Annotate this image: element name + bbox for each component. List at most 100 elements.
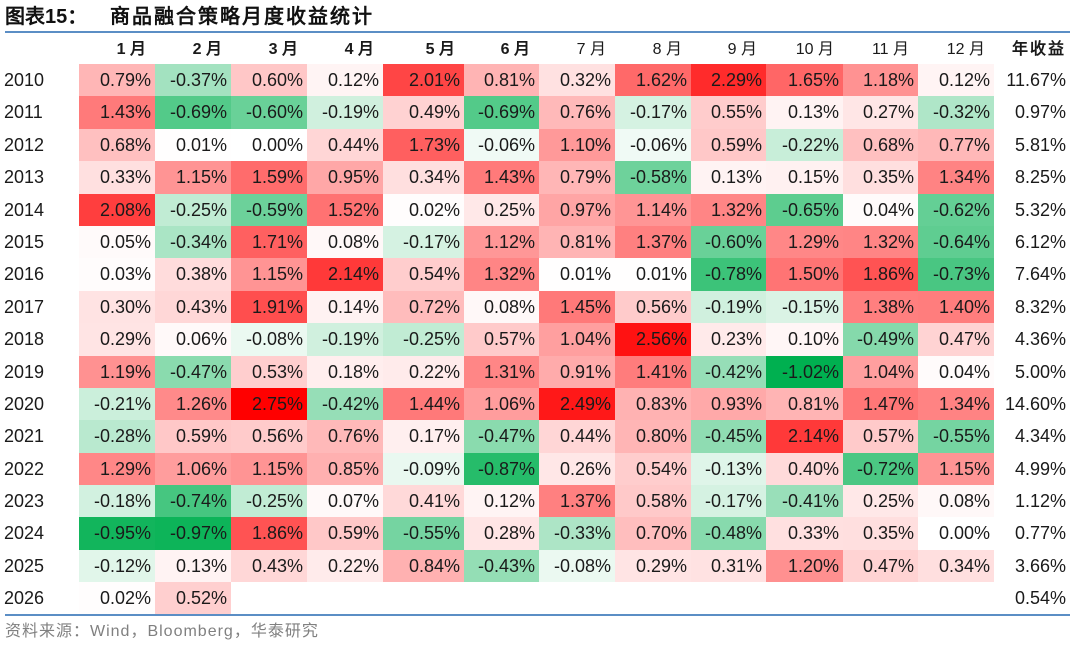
heatmap-cell: -0.19% [691,290,766,324]
heatmap-cell: -0.42% [307,387,383,421]
annual-return-cell: 8.32% [1014,296,1066,317]
table-row-2010: 2010 0.79% -0.37% 0.60% 0.12% 2.01% 0.81% 0.32%… [0,64,1075,97]
heatmap-cell: 1.32% [843,225,918,259]
table-row-2025: 2025 -0.12% 0.13% 0.43% 0.22% 0.84% -0.43% -0.0… [0,549,1075,583]
table-row-2020: 2020 -0.21% 1.26% 2.75% -0.42% 1.44% 1.06% 2.49… [0,387,1075,421]
heatmap-cell: 2.14% [307,258,383,291]
heatmap-cell: 0.13% [155,549,231,583]
heatmap-cell: 0.57% [464,323,539,356]
heatmap-cell: -0.78% [691,258,766,291]
heatmap-cell: 1.29% [766,225,843,259]
annual-return-cell: 6.12% [1014,231,1066,252]
heatmap-cell: 0.30% [79,290,155,324]
annual-return-cell: 5.81% [1014,134,1066,155]
heatmap-cell: 0.47% [918,323,994,356]
heatmap-cell: -0.19% [307,323,383,356]
heatmap-cell: -0.28% [79,420,155,453]
row-year-label: 2023 [4,491,45,512]
row-year-label: 2013 [4,167,45,188]
heatmap-cell: 0.70% [615,517,691,550]
column-header-month-2: 2 月 [192,41,222,58]
heatmap-cell: 1.15% [231,452,307,486]
heatmap-cell: -0.09% [383,452,464,486]
row-year-label: 2019 [4,361,45,382]
heatmap-cell: -0.41% [766,485,843,518]
row-year-label: 2014 [4,199,45,220]
heatmap-cell: 0.68% [843,128,918,162]
row-year-label: 2012 [4,134,45,155]
heatmap-cell: 1.43% [464,161,539,194]
heatmap-cell: 1.18% [843,64,918,97]
heatmap-cell: -0.43% [464,549,539,583]
heatmap-cell: 0.25% [464,193,539,226]
heatmap-cell: -0.55% [383,517,464,550]
heatmap-cell: 2.49% [539,387,615,421]
heatmap-cell [307,582,383,614]
heatmap-cell: -0.97% [155,517,231,550]
heatmap-cell: 0.03% [79,258,155,291]
heatmap-cell: 1.43% [79,96,155,129]
heatmap-cell: -0.73% [918,258,994,291]
heatmap-cell: 1.29% [79,452,155,486]
heatmap-cell: -0.17% [691,485,766,518]
heatmap-cell: -0.21% [79,387,155,421]
heatmap-cell: 1.47% [843,387,918,421]
heatmap-cell: 1.06% [464,387,539,421]
heatmap-cell: 1.52% [307,193,383,226]
heatmap-cell: 0.14% [307,290,383,324]
heatmap-cell: 1.86% [843,258,918,291]
heatmap-cell [918,582,994,614]
column-header-month-11: 11 月 [871,41,909,58]
annual-return-cell: 0.97% [1014,102,1066,123]
annual-return-cell: 0.77% [1014,523,1066,544]
heatmap-cell: 0.43% [231,549,307,583]
source-note: 资料来源：Wind，Bloomberg，华泰研究 [5,623,319,640]
heatmap-cell: 1.73% [383,128,464,162]
heatmap-cell: 1.04% [539,323,615,356]
heatmap-cell: 0.43% [155,290,231,324]
annual-return-cell: 3.66% [1014,555,1066,576]
annual-return-cell: 7.64% [1014,264,1066,285]
heatmap-cell: 0.68% [79,128,155,162]
heatmap-cell: -0.15% [766,290,843,324]
heatmap-cell: 1.59% [231,161,307,194]
heatmap-cell: 0.40% [766,452,843,486]
heatmap-cell: -0.48% [691,517,766,550]
figure-title-text: 商品融合策略月度收益统计 [110,6,374,28]
heatmap-cell: 0.12% [307,64,383,97]
heatmap-cell: -0.69% [155,96,231,129]
heatmap-cell: -0.55% [918,420,994,453]
heatmap-cell: 1.10% [539,128,615,162]
heatmap-cell: 1.32% [691,193,766,226]
heatmap-cell: 0.28% [464,517,539,550]
heatmap-cell: 1.34% [918,161,994,194]
heatmap-cell: -0.33% [539,517,615,550]
row-year-label: 2016 [4,264,45,285]
column-header-month-5: 5 月 [425,41,455,58]
heatmap-cell: 0.13% [691,161,766,194]
header-year [0,36,79,64]
heatmap-cell: 1.62% [615,64,691,97]
table-row-2022: 2022 1.29% 1.06% 1.15% 0.85% -0.09% -0.87% 0.26… [0,452,1075,486]
table-row-2024: 2024 -0.95% -0.97% 1.86% 0.59% -0.55% 0.28% -0.… [0,517,1075,550]
heatmap-cell: 0.58% [615,485,691,518]
heatmap-cell: 0.27% [843,96,918,129]
heatmap-cell: 0.04% [918,355,994,388]
heatmap-cell: 0.01% [615,258,691,291]
heatmap-cell: 1.86% [231,517,307,550]
heatmap-cell [766,582,843,614]
row-year-label: 2021 [4,426,45,447]
heatmap-cell: -0.47% [464,420,539,453]
table-row-2013: 2013 0.33% 1.15% 1.59% 0.95% 0.34% 1.43% 0.79% -… [0,161,1075,194]
heatmap-cell: 0.81% [539,225,615,259]
heatmap-cell: 0.57% [843,420,918,453]
heatmap-cell: 2.01% [383,64,464,97]
heatmap-cell: -0.49% [843,323,918,356]
column-header-month-1: 1 月 [116,41,146,58]
heatmap-cell: 1.37% [539,485,615,518]
heatmap-cell: 0.83% [615,387,691,421]
heatmap-cell: 1.65% [766,64,843,97]
heatmap-cell: -0.64% [918,225,994,259]
heatmap-cell [843,582,918,614]
heatmap-cell: -0.60% [691,225,766,259]
